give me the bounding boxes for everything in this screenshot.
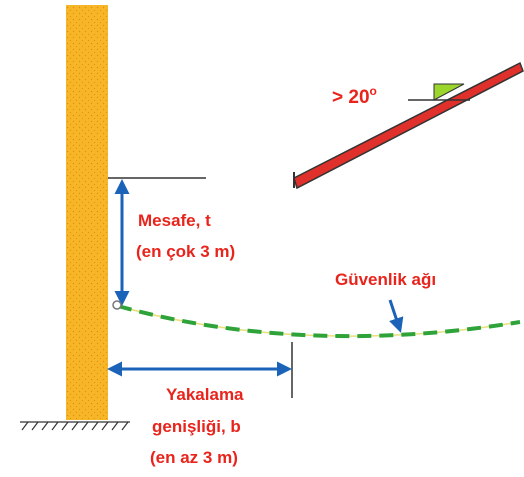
angle-degree: o <box>370 84 377 98</box>
width-label-line3: (en az 3 m) <box>150 448 238 467</box>
net-label: Güvenlik ağı <box>335 270 436 289</box>
width-label-line1: Yakalama <box>166 385 244 404</box>
distance-label-line1: Mesafe, t <box>138 211 211 230</box>
angle-label: > 20o <box>332 84 377 108</box>
wall-pillar <box>66 5 108 420</box>
safety-net <box>117 304 521 339</box>
net-anchor <box>112 300 122 310</box>
distance-label-line2: (en çok 3 m) <box>136 242 235 261</box>
net-pointer-arrow <box>388 299 404 333</box>
roof-slope <box>293 61 524 190</box>
width-label-line2: genişliği, b <box>152 417 241 436</box>
net-rope <box>117 305 521 337</box>
ground-hatch <box>20 421 130 431</box>
angle-wedge <box>433 83 465 101</box>
